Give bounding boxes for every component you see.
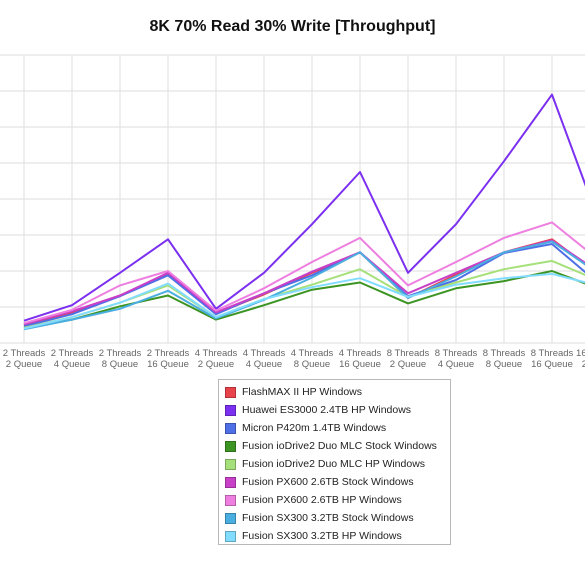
x-tick-label: 2 Queue <box>390 359 426 370</box>
legend-swatch <box>225 512 236 524</box>
x-tick-label: 8 Threads <box>531 348 574 359</box>
x-tick-label: 2 Threads <box>147 348 190 359</box>
legend-item[interactable]: FlashMAX II HP Windows <box>225 383 450 401</box>
legend-item[interactable]: Fusion ioDrive2 Duo MLC Stock Windows <box>225 437 450 455</box>
x-tick-label: 2 Threads <box>51 348 94 359</box>
legend-label: Fusion SX300 3.2TB HP Windows <box>242 530 402 542</box>
legend-item[interactable]: Fusion PX600 2.6TB Stock Windows <box>225 473 450 491</box>
legend-swatch <box>225 476 236 488</box>
x-tick-label: 8 Threads <box>435 348 478 359</box>
legend-label: Fusion SX300 3.2TB Stock Windows <box>242 512 414 524</box>
x-tick-label: 4 Queue <box>54 359 90 370</box>
series-line-1 <box>23 93 585 322</box>
x-tick-label: 2 Queue <box>6 359 42 370</box>
series-line-2 <box>23 243 585 328</box>
x-tick-label: 16 Queue <box>339 359 381 370</box>
x-tick-label: 2 Threads <box>99 348 142 359</box>
legend-label: Huawei ES3000 2.4TB HP Windows <box>242 404 412 416</box>
legend-label: Fusion PX600 2.6TB HP Windows <box>242 494 402 506</box>
x-tick-label: 8 Queue <box>486 359 522 370</box>
x-tick-label: 8 Threads <box>387 348 430 359</box>
x-tick-label: 4 Threads <box>339 348 382 359</box>
x-tick-label: 4 Threads <box>291 348 334 359</box>
x-tick-label: 16 Queue <box>531 359 573 370</box>
x-tick-label: 2 Queue <box>582 359 585 370</box>
series-line-3 <box>23 270 585 329</box>
legend-item[interactable]: Fusion ioDrive2 Duo MLC HP Windows <box>225 455 450 473</box>
x-tick-label: 16 Threads <box>576 348 585 359</box>
series-line-6 <box>23 221 585 325</box>
x-tick-label: 8 Queue <box>102 359 138 370</box>
legend-swatch <box>225 422 236 434</box>
x-tick-label: 2 Queue <box>198 359 234 370</box>
legend: FlashMAX II HP Windows Huawei ES3000 2.4T… <box>218 379 451 545</box>
grid <box>0 54 585 344</box>
chart-title: 8K 70% Read 30% Write [Throughput] <box>149 18 436 35</box>
legend-item[interactable]: Huawei ES3000 2.4TB HP Windows <box>225 401 450 419</box>
series-line-7 <box>23 240 585 331</box>
x-tick-label: 4 Queue <box>246 359 282 370</box>
x-tick-label: 4 Threads <box>243 348 286 359</box>
x-tick-label: 4 Threads <box>195 348 238 359</box>
x-tick-label: 8 Queue <box>294 359 330 370</box>
series-lines <box>23 93 585 331</box>
legend-label: FlashMAX II HP Windows <box>242 386 363 398</box>
x-tick-label: 16 Queue <box>147 359 189 370</box>
legend-swatch <box>225 440 236 452</box>
legend-label: Micron P420m 1.4TB Windows <box>242 422 387 434</box>
legend-swatch <box>225 404 236 416</box>
x-tick-label: 4 Queue <box>438 359 474 370</box>
legend-label: Fusion ioDrive2 Duo MLC Stock Windows <box>242 440 437 452</box>
series-line-8 <box>23 272 585 330</box>
legend-item[interactable]: Fusion SX300 3.2TB Stock Windows <box>225 509 450 527</box>
legend-swatch <box>225 494 236 506</box>
legend-swatch <box>225 530 236 542</box>
x-tick-label: 2 Threads <box>3 348 46 359</box>
legend-item[interactable]: Micron P420m 1.4TB Windows <box>225 419 450 437</box>
legend-item[interactable]: Fusion PX600 2.6TB HP Windows <box>225 491 450 509</box>
legend-swatch <box>225 458 236 470</box>
legend-label: Fusion PX600 2.6TB Stock Windows <box>242 476 414 488</box>
legend-swatch <box>225 386 236 398</box>
x-tick-label: 8 Threads <box>483 348 526 359</box>
legend-label: Fusion ioDrive2 Duo MLC HP Windows <box>242 458 426 470</box>
legend-item[interactable]: Fusion SX300 3.2TB HP Windows <box>225 527 450 545</box>
